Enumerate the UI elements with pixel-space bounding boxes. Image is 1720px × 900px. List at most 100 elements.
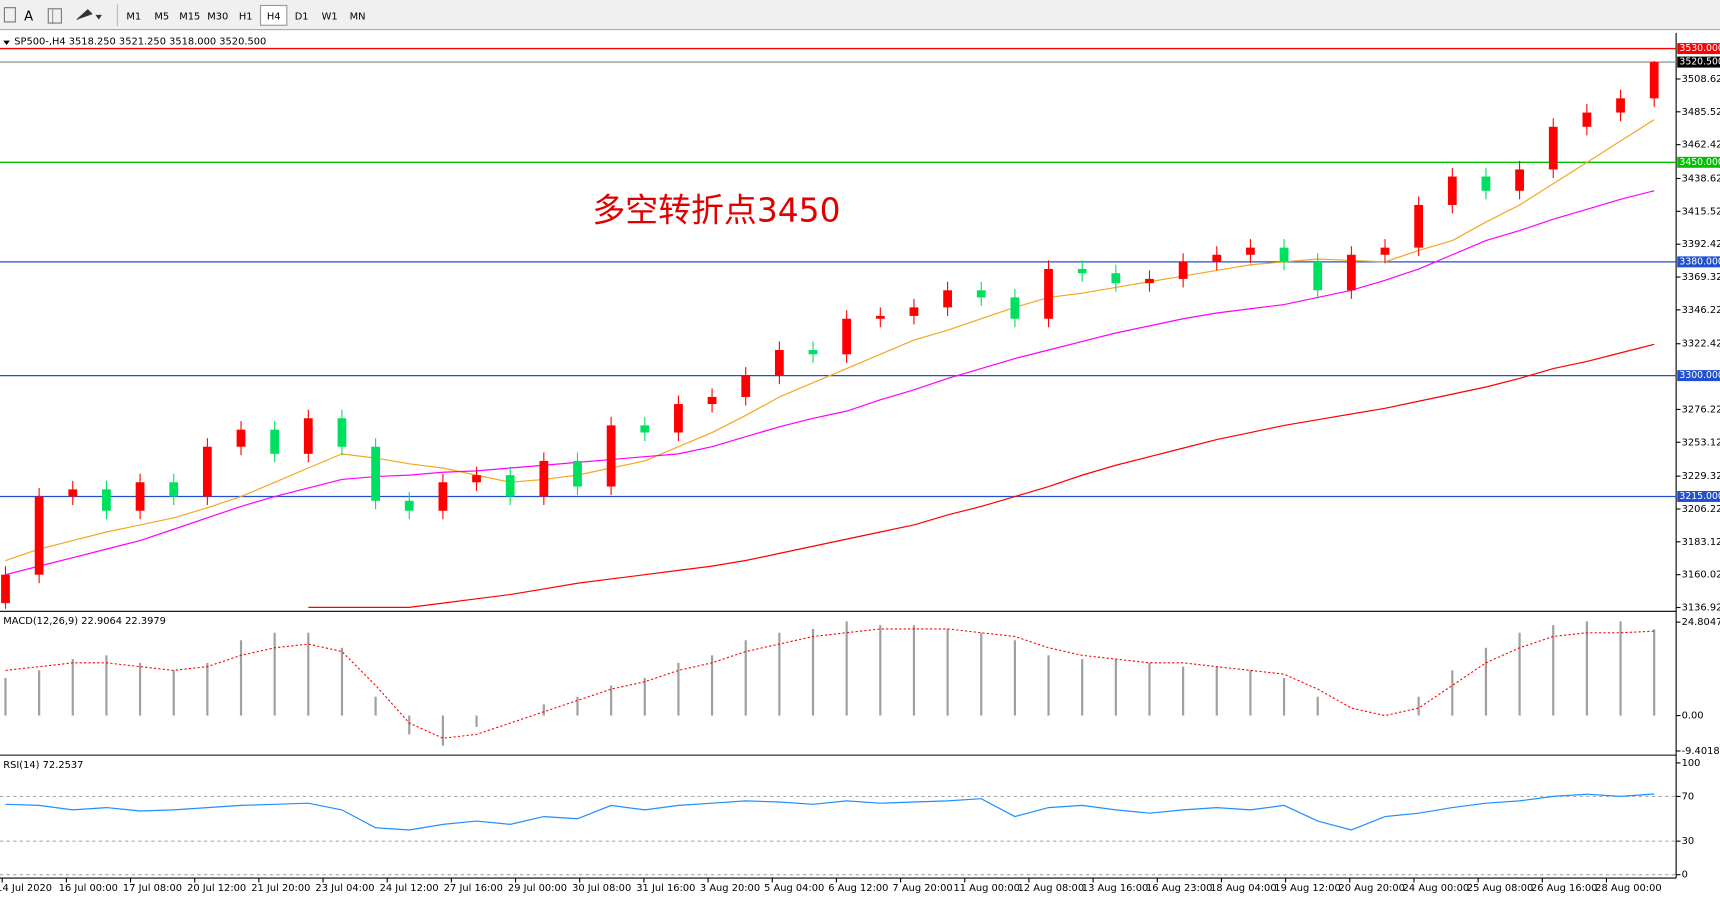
x-tick-label: 23 Jul 04:00	[315, 883, 374, 894]
candle-body	[169, 482, 179, 497]
x-tick-label: 16 Aug 23:00	[1146, 883, 1212, 894]
timeframe-button[interactable]: M15	[179, 11, 200, 22]
macd-bar	[1585, 621, 1588, 716]
level-label-box	[1677, 156, 1720, 168]
macd-bar	[610, 685, 613, 716]
macd-bar	[273, 632, 276, 716]
objects-icon[interactable]	[76, 9, 102, 21]
candle-body	[505, 475, 515, 497]
macd-bar	[172, 670, 175, 716]
x-tick-label: 30 Jul 08:00	[572, 883, 631, 894]
y-tick-label: 3160.020	[1682, 570, 1720, 581]
cursor-icon[interactable]	[3, 7, 16, 23]
macd-bar	[980, 632, 983, 716]
candle-body	[539, 460, 549, 497]
y-tick-label: -9.4018	[1682, 746, 1720, 757]
y-tick-label: 3136.920	[1682, 603, 1720, 614]
y-tick-label: 3253.120	[1682, 437, 1720, 448]
y-tick-label: 3346.220	[1682, 305, 1720, 316]
candle-body	[236, 429, 246, 447]
timeframe-button[interactable]: MN	[350, 11, 366, 22]
candle-body	[1447, 176, 1457, 205]
timeframe-button[interactable]: M30	[207, 11, 228, 22]
candle-body	[606, 425, 616, 487]
y-tick-label: 3438.620	[1682, 174, 1720, 185]
macd-bar	[1653, 629, 1656, 716]
macd-bar	[845, 621, 848, 716]
level-label-box	[1677, 43, 1720, 55]
macd-bar	[1114, 659, 1117, 716]
candle-body	[1178, 261, 1188, 279]
candle-body	[1077, 268, 1087, 274]
macd-bar	[912, 625, 916, 716]
candle-body	[135, 482, 145, 511]
text-tool-icon[interactable]	[47, 8, 62, 24]
macd-bar	[946, 628, 949, 716]
candle-body	[1212, 254, 1222, 262]
candle-body	[640, 425, 650, 433]
x-tick-label: 20 Jul 12:00	[187, 883, 246, 894]
x-tick-label: 24 Aug 00:00	[1403, 883, 1469, 894]
macd-bar	[239, 640, 243, 716]
candle-body	[1279, 247, 1289, 262]
x-tick-label: 5 Aug 04:00	[764, 883, 824, 894]
macd-bar	[441, 715, 444, 746]
x-tick-label: 18 Aug 04:00	[1210, 883, 1276, 894]
macd-bar	[1249, 670, 1252, 716]
macd-bar	[1484, 647, 1488, 716]
x-tick-label: 21 Jul 20:00	[251, 883, 310, 894]
signal-line	[5, 628, 1655, 739]
timeframe-button[interactable]: D1	[295, 11, 309, 22]
macd-bar	[1081, 659, 1084, 716]
x-tick-label: 20 Aug 20:00	[1338, 883, 1404, 894]
candle-body	[1616, 98, 1625, 113]
candle-body	[976, 290, 986, 298]
candle-body	[1649, 62, 1659, 99]
x-tick-label: 24 Jul 12:00	[380, 883, 439, 894]
level-label: 3530.000	[1679, 43, 1720, 54]
timeframe-button[interactable]: H4	[267, 11, 281, 22]
timeframe-button[interactable]: H1	[239, 11, 253, 22]
x-tick-label: 7 Aug 20:00	[892, 883, 952, 894]
macd-bar	[1417, 696, 1420, 716]
timeframe-button[interactable]: W1	[322, 11, 338, 22]
x-tick-label: 26 Aug 16:00	[1531, 883, 1597, 894]
timeframe-button[interactable]: M5	[154, 11, 169, 22]
text-tool-label[interactable]: A	[24, 9, 33, 24]
candle-body	[371, 446, 380, 501]
candle-body	[337, 418, 347, 447]
timeframe-active	[259, 4, 288, 26]
y-tick-label: 3206.220	[1682, 504, 1720, 515]
candle-body	[68, 489, 78, 497]
macd-bar	[1182, 666, 1185, 716]
macd-bar	[1047, 655, 1050, 716]
macd-bar	[4, 677, 7, 716]
timeframe-button[interactable]: M1	[126, 11, 141, 22]
candle-body	[1, 574, 10, 604]
x-tick-label: 3 Aug 20:00	[700, 883, 760, 894]
macd-bar	[206, 662, 209, 716]
candle-body	[741, 375, 751, 397]
level-label: 3450.000	[1679, 157, 1720, 168]
x-tick-label: 12 Aug 08:00	[1018, 883, 1084, 894]
level-label-box	[1677, 490, 1720, 502]
level-label: 3215.000	[1679, 491, 1720, 502]
candle-body	[842, 318, 852, 355]
moving-average	[308, 343, 1655, 608]
macd-title: MACD(12,26,9) 22.9064 22.3979	[3, 616, 166, 627]
macd-bar	[105, 655, 108, 716]
candle-body	[808, 350, 818, 355]
candle-body	[1414, 204, 1424, 248]
candle-body	[573, 460, 582, 487]
y-tick-label: 100	[1682, 758, 1701, 769]
macd-bar	[340, 647, 344, 716]
candle-body	[1582, 112, 1592, 127]
symbol-menu[interactable]	[3, 40, 10, 45]
candle-body	[270, 429, 280, 454]
macd-bar	[1552, 625, 1555, 716]
y-tick-label: 3276.220	[1682, 404, 1720, 415]
candle-body	[102, 489, 111, 511]
x-tick-label: 13 Aug 16:00	[1082, 883, 1148, 894]
y-tick-label: 3485.520	[1682, 107, 1720, 118]
